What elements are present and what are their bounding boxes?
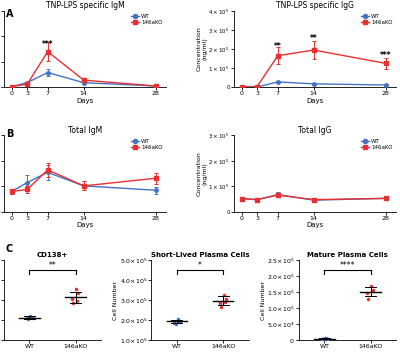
Legend: WT, 146aKO: WT, 146aKO (130, 14, 163, 26)
Text: B: B (6, 129, 13, 139)
Point (370, 287, 376, 292)
Point (322, 336, 328, 341)
Y-axis label: Cell Number: Cell Number (261, 281, 266, 320)
Point (217, 300, 223, 306)
Y-axis label: Cell Number: Cell Number (113, 281, 118, 320)
Title: CD138+: CD138+ (37, 252, 68, 258)
Legend: WT, 146aKO: WT, 146aKO (361, 14, 393, 26)
X-axis label: Days: Days (306, 222, 324, 228)
Point (368, 283, 374, 289)
Legend: WT, 146aKO: WT, 146aKO (361, 138, 393, 151)
Point (319, 336, 325, 341)
Point (74, 298, 80, 304)
X-axis label: Days: Days (306, 98, 324, 104)
Point (221, 292, 227, 298)
Point (364, 290, 370, 296)
Title: Total IgG: Total IgG (298, 126, 332, 135)
Point (323, 336, 329, 341)
Point (69, 296, 76, 302)
Point (70, 300, 76, 306)
Text: **: ** (274, 42, 282, 51)
Point (177, 319, 184, 324)
Point (369, 288, 375, 294)
Title: TNP-LPS specific IgM: TNP-LPS specific IgM (46, 1, 124, 10)
Point (176, 318, 182, 324)
Text: A: A (6, 9, 14, 19)
Text: C: C (6, 244, 13, 254)
Point (365, 296, 371, 302)
Point (217, 304, 224, 310)
Title: TNP-LPS specific IgG: TNP-LPS specific IgG (276, 1, 354, 10)
Point (30, 315, 36, 321)
Point (73, 286, 80, 292)
X-axis label: Days: Days (76, 222, 94, 228)
Point (27, 313, 33, 319)
Point (171, 320, 178, 325)
Text: **: ** (310, 34, 318, 43)
Point (174, 316, 181, 321)
Point (28, 314, 34, 320)
Point (75, 290, 82, 296)
X-axis label: Days: Days (76, 98, 94, 104)
Point (173, 321, 179, 327)
Y-axis label: Concentration
(ng/ml): Concentration (ng/ml) (196, 27, 207, 71)
Point (222, 299, 228, 304)
Legend: WT, 146aKO: WT, 146aKO (130, 138, 163, 151)
Text: *: * (198, 261, 202, 270)
Title: Mature Plasma Cells: Mature Plasma Cells (307, 252, 388, 258)
Point (324, 336, 331, 341)
Title: Total IgM: Total IgM (68, 126, 102, 135)
Point (24, 315, 30, 321)
Text: ***: *** (42, 40, 54, 49)
Text: ****: **** (340, 261, 355, 270)
Text: **: ** (49, 261, 56, 270)
Y-axis label: Concentration
(ng/ml): Concentration (ng/ml) (196, 151, 207, 196)
Point (25, 316, 32, 322)
Point (320, 336, 327, 341)
Point (223, 296, 229, 302)
Title: Short-Lived Plasma Cells: Short-Lived Plasma Cells (151, 252, 249, 258)
Text: ***: *** (380, 51, 392, 60)
